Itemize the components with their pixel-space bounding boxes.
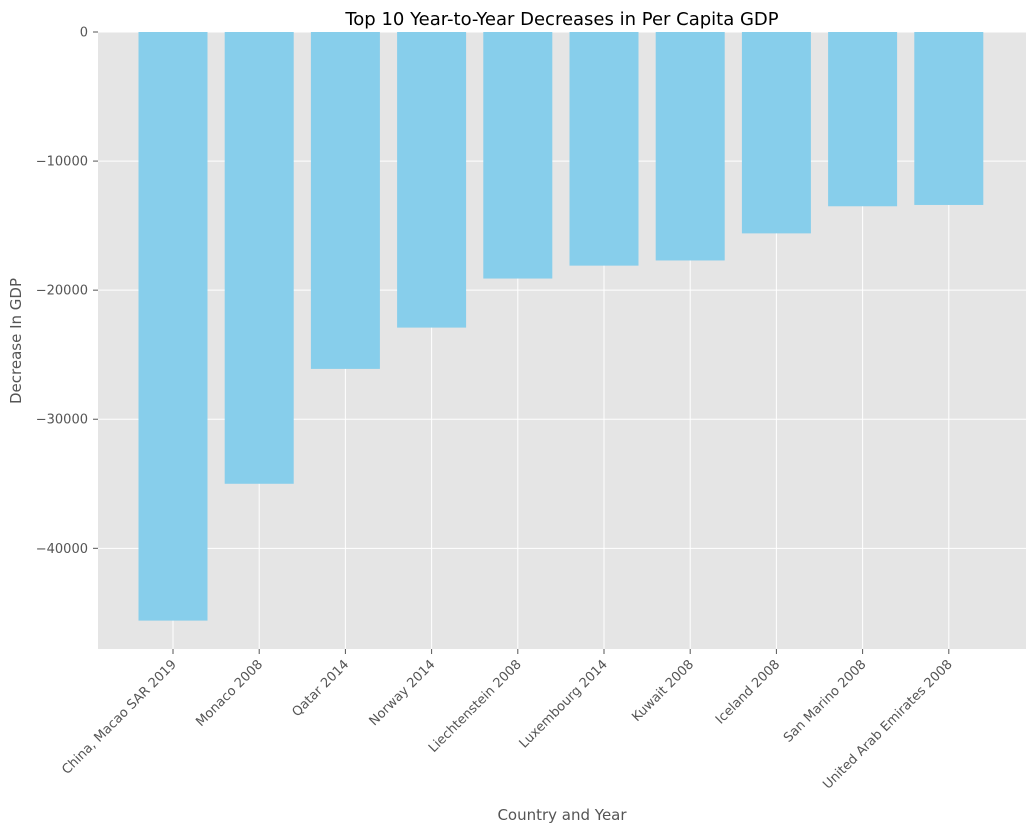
y-tick-label: −40000	[36, 542, 88, 557]
chart-title: Top 10 Year-to-Year Decreases in Per Cap…	[344, 9, 778, 30]
bar	[655, 32, 725, 261]
y-tick-label: −20000	[36, 284, 88, 299]
bar	[138, 32, 208, 621]
x-tick-label: Iceland 2008	[713, 657, 783, 727]
bar	[741, 32, 811, 234]
y-tick-label: −10000	[36, 155, 88, 170]
x-tick-label: Luxembourg 2014	[517, 657, 611, 751]
x-tick-label: China, Macao SAR 2019	[59, 657, 180, 778]
y-axis-label: Decrease In GDP	[7, 278, 25, 404]
bar	[310, 32, 380, 369]
bar	[828, 32, 898, 207]
bar	[224, 32, 294, 484]
bar	[483, 32, 553, 279]
bars	[138, 32, 984, 621]
x-tick-label: Monaco 2008	[193, 657, 266, 730]
y-tick-label: −30000	[36, 413, 88, 428]
x-tick-label: Qatar 2014	[289, 657, 352, 720]
bar	[397, 32, 467, 328]
x-axis-label: Country and Year	[497, 806, 627, 824]
x-tick-label: Norway 2014	[367, 657, 439, 729]
y-tick-label: 0	[80, 26, 88, 41]
x-tick-label: San Marino 2008	[781, 657, 869, 745]
bar	[914, 32, 984, 205]
x-tick-label: Kuwait 2008	[629, 657, 697, 725]
tick-marks	[93, 31, 950, 654]
bar	[569, 32, 639, 266]
x-tick-label: Liechtenstein 2008	[426, 657, 525, 756]
